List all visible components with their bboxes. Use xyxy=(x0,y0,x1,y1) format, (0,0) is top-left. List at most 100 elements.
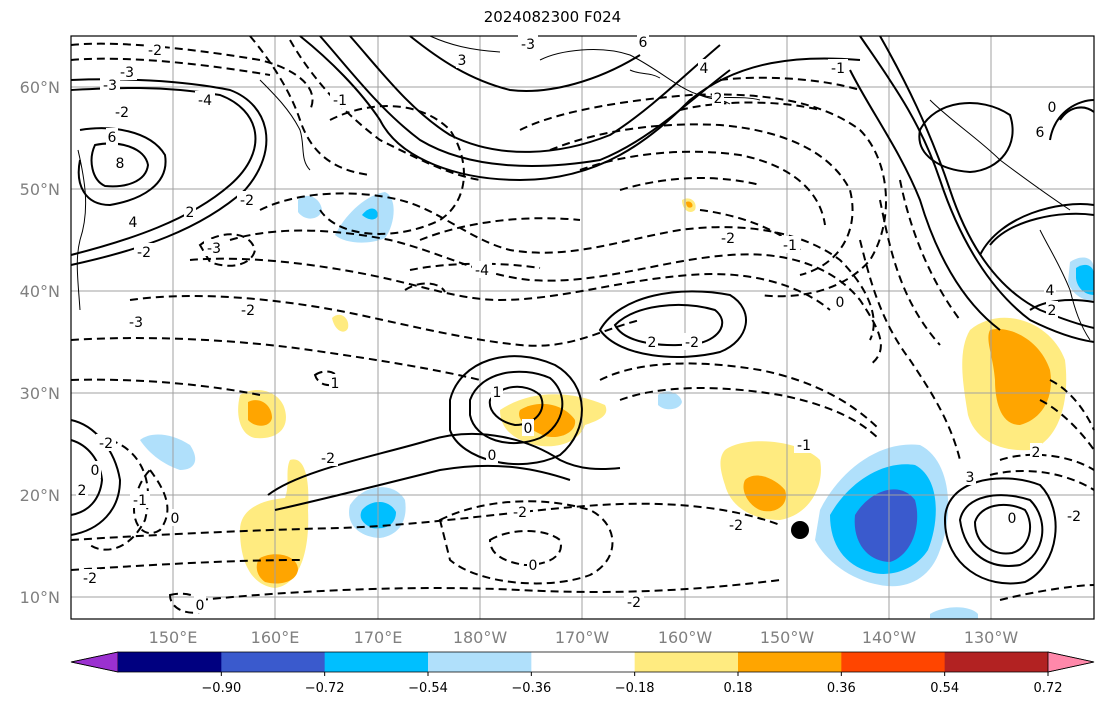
contour-label-bg xyxy=(204,239,224,256)
dashed-contours xyxy=(70,35,1095,614)
contour-label-bg xyxy=(472,261,492,278)
positive-anomaly-core xyxy=(743,475,786,512)
contour-label-bg xyxy=(1030,443,1042,460)
contour-label: 2 xyxy=(1048,303,1057,319)
negative-anomaly-mid xyxy=(362,208,378,220)
contour-label: 2 xyxy=(78,483,87,499)
colorbar-tick-label: −0.72 xyxy=(305,681,345,696)
colorbar: −0.90 −0.72 −0.54 −0.36 −0.18 0.18 0.36 0.54 0.7… xyxy=(70,651,1095,696)
colorbar-tick-label: −0.18 xyxy=(615,681,655,696)
colorbar-tick-label: −0.36 xyxy=(511,681,551,696)
lon-label: 150°W xyxy=(760,628,815,647)
contour-label: -2 xyxy=(115,105,129,121)
contour-label: 4 xyxy=(129,215,138,231)
longitude-labels: 150°E 160°E 170°E 180°W 170°W 160°W 150°… xyxy=(149,628,1019,647)
contour-label-bg xyxy=(114,154,126,171)
contour-label: 2 xyxy=(186,205,195,221)
lat-label: 50°N xyxy=(20,180,60,199)
contour-label-bg xyxy=(1064,507,1084,524)
contour-label: -1 xyxy=(831,61,845,77)
contour-label-bg xyxy=(780,236,800,253)
contour-label-bg xyxy=(237,191,257,208)
negative-anomaly-patch xyxy=(335,192,394,243)
colorbar-tick-label: 0.36 xyxy=(827,681,856,696)
contour-label-bg xyxy=(682,333,702,350)
negative-anomaly-patch xyxy=(140,434,196,470)
lon-label: 140°W xyxy=(862,628,917,647)
colorbar-segment xyxy=(738,652,842,672)
contour-label: 8 xyxy=(116,156,125,172)
lon-label: 160°W xyxy=(658,628,713,647)
contour-label: -3 xyxy=(129,315,143,331)
contour-label-bg xyxy=(318,449,338,466)
lon-label: 170°E xyxy=(354,628,403,647)
contour-label: 4 xyxy=(1046,283,1055,299)
lon-label: 170°W xyxy=(555,628,610,647)
contour-label: -4 xyxy=(475,263,489,279)
lon-label: 130°W xyxy=(964,628,1019,647)
colorbar-segment xyxy=(428,652,532,672)
contour-label: 0 xyxy=(91,463,100,479)
solid-contours xyxy=(70,35,1095,585)
contour-label-bg xyxy=(486,446,498,463)
contour-label: -2 xyxy=(241,303,255,319)
contour-label-bg xyxy=(329,374,341,391)
positive-anomaly-core xyxy=(256,554,298,584)
contour-label-bg xyxy=(718,229,738,246)
contour-label-bg xyxy=(1006,509,1018,526)
contour-label: 0 xyxy=(836,295,845,311)
map-frame xyxy=(70,35,1095,620)
contour-label-bg xyxy=(828,59,848,76)
colorbar-segment xyxy=(634,652,739,672)
positive-anomaly-core xyxy=(248,400,272,426)
contour-label-bg xyxy=(195,91,215,108)
colorbar-tick-label: 0.18 xyxy=(724,681,753,696)
contour-label: -2 xyxy=(627,595,641,611)
lat-label: 30°N xyxy=(20,384,60,403)
contour-label: 0 xyxy=(488,448,497,464)
contour-label: 6 xyxy=(1036,125,1045,141)
colorbar-tick-label: −0.90 xyxy=(201,681,241,696)
lat-label: 10°N xyxy=(20,588,60,607)
lon-label: 160°E xyxy=(251,628,300,647)
contour-label-bg xyxy=(117,63,137,80)
contour-label-bg xyxy=(456,51,468,68)
contour-label: -2 xyxy=(513,505,527,521)
contour-label-bg xyxy=(698,59,710,76)
contour-label-bg xyxy=(127,213,139,230)
negative-anomaly-patch xyxy=(658,391,682,410)
contour-label-bg xyxy=(1044,281,1056,298)
latitude-labels: 60°N 50°N 40°N 30°N 20°N 10°N xyxy=(20,78,60,607)
colorbar-segment xyxy=(221,652,326,672)
contour-label: -3 xyxy=(207,241,221,257)
contour-label: -2 xyxy=(137,245,151,261)
negative-anomaly-patch xyxy=(930,607,978,619)
contour-label-bg xyxy=(112,103,132,120)
contour-label-bg xyxy=(145,41,165,58)
lon-label: 150°E xyxy=(149,628,198,647)
contour-label-bg xyxy=(637,33,649,50)
contour-label-bg xyxy=(96,434,116,451)
colorbar-extend-min xyxy=(70,651,119,673)
negative-anomaly-patch xyxy=(298,195,322,219)
lon-label: 180°W xyxy=(453,628,508,647)
location-marker xyxy=(791,521,809,539)
colorbar-segment xyxy=(531,652,636,672)
positive-anomaly-core xyxy=(686,201,693,208)
contour-label-bg xyxy=(1034,123,1046,140)
contour-label-bg xyxy=(522,419,534,436)
colorbar-extend-max xyxy=(1047,651,1095,673)
contour-label: -2 xyxy=(148,43,162,59)
contour-label: -3 xyxy=(120,65,134,81)
colorbar-outline xyxy=(70,651,1095,673)
contour-label: 0 xyxy=(529,558,538,574)
colorbar-segment xyxy=(324,652,429,672)
contour-label: 0 xyxy=(524,421,533,437)
contour-label: -2 xyxy=(321,451,335,467)
contour-label-bg xyxy=(1046,98,1058,115)
contour-label: 2 xyxy=(1032,445,1041,461)
contour-label-bg xyxy=(134,243,154,260)
contour-label-bg xyxy=(491,383,503,400)
negative-anomaly-mid xyxy=(1076,264,1094,295)
